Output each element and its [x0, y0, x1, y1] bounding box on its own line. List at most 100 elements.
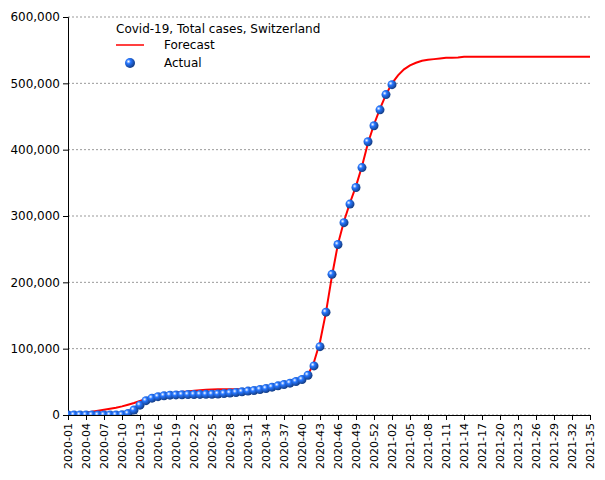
x-tick: 2021-05: [404, 415, 417, 469]
x-tick-label: 2021-35: [584, 423, 597, 469]
x-tick: 2020-52: [368, 415, 381, 469]
point: [388, 80, 397, 89]
x-tick-label: 2020-13: [134, 423, 147, 469]
x-tick-mark: [104, 415, 105, 420]
x-tick: 2020-16: [152, 415, 165, 469]
x-tick-mark: [266, 415, 267, 420]
x-tick-label: 2021-08: [422, 423, 435, 469]
y-tick-label: 0: [52, 408, 60, 422]
x-tick-label: 2020-49: [350, 423, 363, 469]
x-tick-mark: [554, 415, 555, 420]
y-tick: 200,000: [10, 276, 68, 290]
x-tick: 2020-28: [224, 415, 237, 469]
y-tick-mark: [63, 216, 68, 217]
legend-label: Actual: [164, 56, 202, 70]
x-tick-label: 2020-25: [206, 423, 219, 469]
x-tick-label: 2020-46: [332, 423, 345, 469]
forecast-line: [68, 57, 590, 415]
x-tick-label: 2020-04: [80, 423, 93, 469]
x-tick: 2020-04: [80, 415, 93, 469]
x-tick-mark: [320, 415, 321, 420]
x-tick: 2020-19: [170, 415, 183, 469]
point: [328, 270, 337, 279]
x-tick-label: 2021-29: [548, 423, 561, 469]
x-tick-label: 2020-43: [314, 423, 327, 469]
actual-points: [68, 80, 397, 415]
x-tick: 2020-34: [260, 415, 273, 469]
x-tick-label: 2020-22: [188, 423, 201, 469]
plot-area: [68, 57, 590, 415]
x-tick-label: 2020-10: [116, 423, 129, 469]
point: [310, 361, 319, 370]
point: [376, 105, 385, 114]
x-tick-mark: [536, 415, 537, 420]
y-tick-mark: [63, 83, 68, 84]
x-tick-mark: [356, 415, 357, 420]
y-tick: 500,000: [10, 77, 68, 91]
x-tick-label: 2021-05: [404, 423, 417, 469]
y-tick-mark: [63, 415, 68, 416]
y-tick: 100,000: [10, 342, 68, 356]
x-tick: 2020-40: [296, 415, 309, 469]
x-tick-mark: [284, 415, 285, 420]
x-tick-mark: [140, 415, 141, 420]
x-tick-mark: [158, 415, 159, 420]
x-tick-mark: [302, 415, 303, 420]
point: [340, 218, 349, 227]
y-tick-mark: [63, 349, 68, 350]
x-tick: 2021-35: [584, 415, 597, 469]
y-tick-label: 100,000: [10, 342, 60, 356]
grid-line: [68, 216, 590, 217]
x-tick-mark: [500, 415, 501, 420]
x-tick-mark: [572, 415, 573, 420]
y-tick-label: 500,000: [10, 77, 60, 91]
y-tick-mark: [63, 282, 68, 283]
grid-line: [68, 348, 590, 349]
x-tick-mark: [194, 415, 195, 420]
x-tick-label: 2020-01: [62, 423, 75, 469]
x-tick-label: 2020-16: [152, 423, 165, 469]
legend: ForecastActual: [116, 38, 215, 70]
x-tick: 2021-14: [458, 415, 471, 469]
x-tick: 2021-32: [566, 415, 579, 469]
x-tick-mark: [338, 415, 339, 420]
x-tick-mark: [392, 415, 393, 420]
x-tick: 2021-23: [512, 415, 525, 469]
point: [304, 371, 313, 380]
point: [346, 200, 355, 209]
point: [364, 137, 373, 146]
point: [370, 121, 379, 130]
x-tick-label: 2021-20: [494, 423, 507, 469]
point: [358, 163, 367, 172]
x-tick-label: 2020-28: [224, 423, 237, 469]
grid-line: [68, 17, 590, 18]
x-tick: 2021-26: [530, 415, 543, 469]
x-tick: 2021-29: [548, 415, 561, 469]
x-tick-label: 2020-31: [242, 423, 255, 469]
grid-line: [68, 83, 590, 84]
x-tick-mark: [86, 415, 87, 420]
x-tick: 2021-02: [386, 415, 399, 469]
x-tick: 2020-13: [134, 415, 147, 469]
x-tick-label: 2020-34: [260, 423, 273, 469]
x-tick-label: 2020-40: [296, 423, 309, 469]
x-tick-mark: [212, 415, 213, 420]
point: [334, 240, 343, 249]
x-tick-mark: [428, 415, 429, 420]
x-tick: 2021-11: [440, 415, 453, 469]
x-tick-label: 2021-32: [566, 423, 579, 469]
x-tick-label: 2021-23: [512, 423, 525, 469]
x-tick-mark: [518, 415, 519, 420]
x-tick-mark: [374, 415, 375, 420]
y-tick-mark: [63, 17, 68, 18]
x-tick: 2020-49: [350, 415, 363, 469]
y-tick-mark: [63, 150, 68, 151]
x-tick: 2020-22: [188, 415, 201, 469]
x-tick-mark: [464, 415, 465, 420]
grid-line: [68, 149, 590, 150]
x-tick-mark: [410, 415, 411, 420]
x-axis: 2020-012020-042020-072020-102020-132020-…: [62, 415, 597, 469]
x-tick-mark: [122, 415, 123, 420]
x-tick: 2021-08: [422, 415, 435, 469]
point: [352, 183, 361, 192]
